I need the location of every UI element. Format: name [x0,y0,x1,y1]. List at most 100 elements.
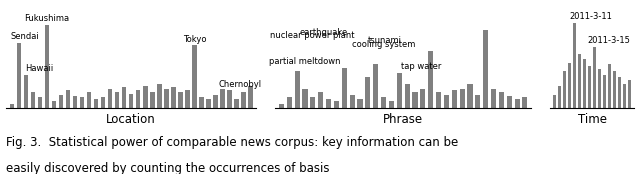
Bar [603,75,606,108]
Bar [491,89,496,108]
Bar [436,92,441,108]
Bar [342,68,347,108]
Bar [483,30,488,108]
Bar [349,95,355,108]
Bar [608,64,611,108]
Text: earthquake: earthquake [300,27,348,37]
Bar [563,71,566,108]
Text: easily discovered by counting the occurrences of basis: easily discovered by counting the occurr… [6,162,330,174]
Bar [136,90,141,108]
Bar [618,77,621,108]
Bar [381,97,386,108]
Text: Fig. 3.  Statistical power of comparable news corpus: key information can be: Fig. 3. Statistical power of comparable … [6,136,459,149]
Text: tap water: tap water [401,62,441,71]
Bar [66,90,70,108]
Text: Chernobyl: Chernobyl [219,80,262,89]
Bar [52,101,56,108]
Bar [171,87,175,108]
Bar [553,95,556,108]
Bar [428,51,433,108]
Bar [80,97,84,108]
Text: tsunami: tsunami [368,36,402,45]
Bar [150,92,154,108]
X-axis label: Time: Time [577,113,607,126]
X-axis label: Phrase: Phrase [383,113,423,126]
Bar [452,90,457,108]
Bar [164,89,168,108]
Bar [157,84,161,108]
Text: nuclear power plant: nuclear power plant [269,31,354,40]
Bar [192,45,196,108]
Bar [573,23,576,108]
Bar [397,73,402,108]
Bar [568,63,571,108]
Bar [220,89,225,108]
Bar [467,84,472,108]
Bar [94,99,99,108]
Bar [45,25,49,108]
Bar [515,99,520,108]
Bar [248,86,253,108]
Bar [17,43,21,108]
Text: 2011-3-15: 2011-3-15 [587,36,630,45]
Bar [613,71,616,108]
Bar [593,47,596,108]
Bar [318,92,323,108]
Bar [507,96,512,108]
Bar [358,99,363,108]
Text: 2011-3-11: 2011-3-11 [570,12,612,21]
Text: partial meltdown: partial meltdown [269,57,340,66]
Bar [287,97,292,108]
Bar [199,97,204,108]
Bar [73,96,77,108]
Bar [623,84,626,108]
Text: cooling system: cooling system [352,40,415,49]
Text: Sendai: Sendai [11,32,39,41]
Bar [588,66,591,108]
Bar [578,54,581,108]
Bar [178,92,182,108]
Bar [598,69,601,108]
Bar [101,97,106,108]
Bar [143,86,147,108]
Bar [583,59,586,108]
Bar [294,71,300,108]
Bar [499,92,504,108]
Text: Hawaii: Hawaii [24,64,53,73]
Bar [115,92,120,108]
Bar [108,89,113,108]
Bar [420,89,426,108]
X-axis label: Location: Location [106,113,156,126]
Bar [185,90,189,108]
Bar [476,95,481,108]
Text: Fukushima: Fukushima [24,14,70,23]
Bar [365,77,371,108]
Bar [59,95,63,108]
Bar [373,64,378,108]
Bar [460,89,465,108]
Bar [628,80,631,108]
Bar [310,97,316,108]
Bar [522,97,527,108]
Bar [334,101,339,108]
Bar [38,97,42,108]
Text: Tokyo: Tokyo [182,34,206,44]
Bar [206,99,211,108]
Bar [444,95,449,108]
Bar [279,104,284,108]
Bar [122,87,127,108]
Bar [31,92,35,108]
Bar [558,86,561,108]
Bar [24,75,28,108]
Bar [87,92,92,108]
Bar [234,99,239,108]
Bar [129,94,134,108]
Bar [241,92,246,108]
Bar [404,84,410,108]
Bar [389,101,394,108]
Bar [326,99,331,108]
Bar [412,92,417,108]
Bar [227,90,232,108]
Bar [303,89,308,108]
Bar [10,104,14,108]
